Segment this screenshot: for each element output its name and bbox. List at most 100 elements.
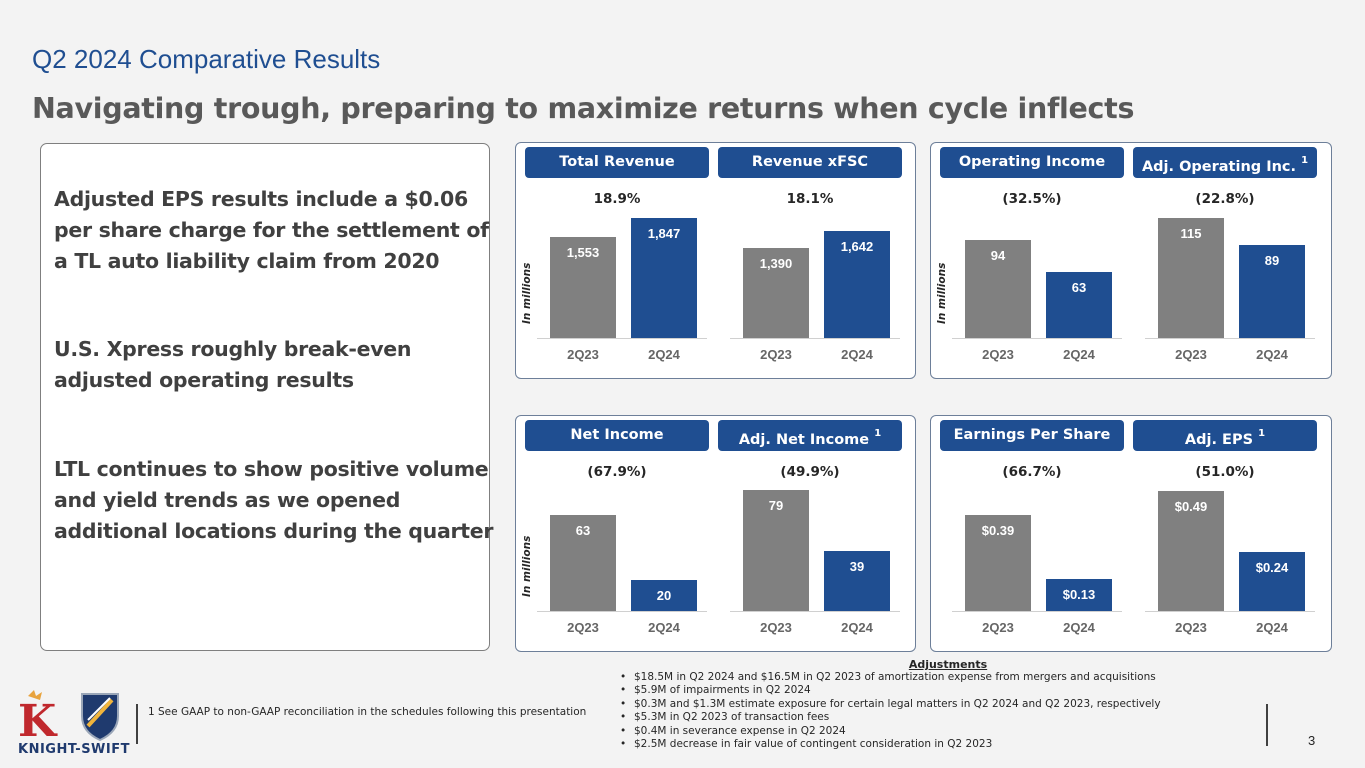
operating-income-bar-2q24 [1046,272,1112,338]
revenue-xfsc-title-text: Revenue xFSC [751,154,869,170]
adjustment-item: $2.5M decrease in fair value of continge… [618,738,1161,752]
total-revenue-change: 18.9% [593,191,641,207]
eps-value-label: $0.13 [1062,587,1096,602]
total-revenue-title-text: Total Revenue [559,154,675,170]
adj-operating-income-value-label: 89 [1264,253,1280,268]
adj-eps-bar-2q23 [1158,491,1224,611]
y-axis-label: In millions [521,535,533,597]
section-title: Q2 2024 Comparative Results [32,44,381,74]
adjustments-list: $18.5M in Q2 2024 and $16.5M in Q2 2023 … [618,671,1161,752]
operating-income-change: (32.5%) [1002,191,1062,207]
adjustment-item: $18.5M in Q2 2024 and $16.5M in Q2 2023 … [618,671,1161,685]
eps-value-label: $0.39 [981,523,1015,538]
operating-income-x-tick: 2Q23 [982,347,1014,362]
headline: Navigating trough, preparing to maximize… [32,92,1135,125]
adj-operating-income-x-tick: 2Q24 [1256,347,1288,362]
adj-eps-x-tick: 2Q24 [1256,620,1288,635]
total-revenue-bar-2q24 [631,218,697,338]
total-revenue-title: Total Revenue [525,147,709,178]
adj-net-income-change: (49.9%) [780,464,840,480]
adj-operating-income-title-text: Adj. Operating Inc. [1141,158,1297,175]
adj-net-income-footnote-ref: 1 [874,428,882,439]
net-income-bar-2q23 [550,515,616,611]
logo-wordmark: KNIGHT-SWIFT [18,742,130,757]
adj-net-income-title-text: Adj. Net Income [738,431,870,448]
net-income-value-label: 63 [575,523,591,538]
revenue-xfsc-bar-2q24 [824,231,890,338]
adj-operating-income-change: (22.8%) [1195,191,1255,207]
operating-income-bar-2q23 [965,240,1031,338]
adj-eps-value-label: $0.24 [1255,560,1289,575]
adj-operating-income-bar-2q23 [1158,218,1224,338]
adj-eps-x-tick: 2Q23 [1175,620,1207,635]
total-revenue-value-label: 1,553 [566,245,600,260]
eps-change: (66.7%) [1002,464,1062,480]
company-logo: K [18,690,119,742]
logo-letter: K [18,696,58,742]
footnote-divider [136,704,138,744]
eps-bar-2q24 [1046,579,1112,611]
net-income-baseline [537,611,707,612]
net-income-title: Net Income [525,420,709,451]
adj-eps-bar-2q24 [1239,552,1305,611]
adjustments-title: Adjustments [908,658,988,671]
net-income-value-label: 20 [656,588,672,603]
net-income-title-text: Net Income [570,427,664,443]
revenue-xfsc-value-label: 1,390 [759,256,793,271]
adj-net-income-baseline [730,611,900,612]
adj-operating-income-x-tick: 2Q23 [1175,347,1207,362]
revenue-xfsc-x-tick: 2Q23 [760,347,792,362]
net-income-bar-2q24 [631,580,697,611]
swift-shield-icon [81,693,119,742]
operating-income-title: Operating Income [940,147,1124,178]
operating-income-x-tick: 2Q24 [1063,347,1095,362]
adj-net-income-bar-2q24 [824,551,890,611]
adj-operating-income-bar-2q24 [1239,245,1305,338]
page-divider [1266,704,1268,746]
operating-income-value-label: 94 [990,248,1006,263]
adj-eps-change: (51.0%) [1195,464,1255,480]
adj-operating-income-footnote-ref: 1 [1301,155,1309,166]
adjustment-item: $5.3M in Q2 2023 of transaction fees [618,711,1161,725]
total-revenue-bar-2q23 [550,237,616,338]
adjustment-item: $0.4M in severance expense in Q2 2024 [618,725,1161,739]
eps-x-tick: 2Q23 [982,620,1014,635]
adj-net-income-title: Adj. Net Income 1 [718,420,902,451]
operating-income-value-label: 63 [1071,280,1087,295]
revenue-xfsc-bar-2q23 [743,248,809,338]
revenue-xfsc-baseline [730,338,900,339]
revenue-xfsc-title: Revenue xFSC [718,147,902,178]
knight-logo-icon: K [18,690,58,742]
highlight-eps: Adjusted EPS results include a $0.06 per… [54,187,489,273]
eps-bar-2q23 [965,515,1031,611]
net-income-x-tick: 2Q24 [648,620,680,635]
operating-income-title-text: Operating Income [958,154,1106,170]
adj-net-income-x-tick: 2Q24 [841,620,873,635]
total-revenue-x-tick: 2Q24 [648,347,680,362]
adj-net-income-bar-2q23 [743,490,809,611]
adj-eps-title-text: Adj. EPS [1184,431,1254,448]
eps-title: Earnings Per Share [940,420,1124,451]
highlights-panel [40,143,490,651]
adjustment-item: $5.9M of impairments in Q2 2024 [618,684,1161,698]
total-revenue-value-label: 1,847 [647,226,681,241]
operating-income-baseline [952,338,1122,339]
adjustment-item: $0.3M and $1.3M estimate exposure for ce… [618,698,1161,712]
revenue-xfsc-change: 18.1% [786,191,834,207]
eps-x-tick: 2Q24 [1063,620,1095,635]
highlight-ltl: LTL continues to show positive volume an… [54,457,494,543]
adj-eps-value-label: $0.49 [1174,499,1208,514]
adj-eps-footnote-ref: 1 [1258,428,1266,439]
revenue-xfsc-value-label: 1,642 [840,239,874,254]
net-income-x-tick: 2Q23 [567,620,599,635]
adj-eps-title: Adj. EPS 1 [1133,420,1317,451]
footnote: 1 See GAAP to non-GAAP reconciliation in… [148,706,587,718]
page-number: 3 [1308,733,1316,748]
adj-operating-income-value-label: 115 [1180,226,1202,241]
adj-eps-baseline [1145,611,1315,612]
adj-operating-income-baseline [1145,338,1315,339]
highlight-usx: U.S. Xpress roughly break-even adjusted … [54,337,412,392]
net-income-change: (67.9%) [587,464,647,480]
revenue-xfsc-x-tick: 2Q24 [841,347,873,362]
adj-net-income-x-tick: 2Q23 [760,620,792,635]
